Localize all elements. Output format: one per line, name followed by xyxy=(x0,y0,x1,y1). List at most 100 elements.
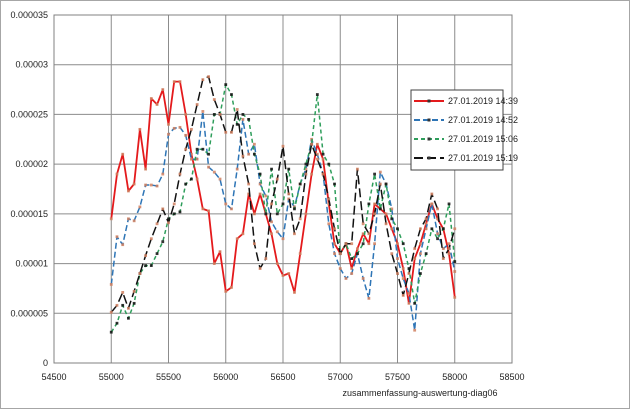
grid-lines xyxy=(53,14,513,364)
data-point xyxy=(218,250,222,254)
data-point xyxy=(247,152,251,156)
data-point xyxy=(264,194,268,198)
data-point xyxy=(167,132,170,136)
data-point xyxy=(304,167,308,171)
y-tick-label: 0.00001 xyxy=(15,259,48,269)
data-point xyxy=(275,177,279,181)
data-point xyxy=(287,192,291,196)
data-point xyxy=(132,219,136,223)
data-point xyxy=(419,272,422,275)
data-point xyxy=(356,167,359,171)
data-point xyxy=(167,122,170,126)
data-point xyxy=(310,172,314,176)
data-point xyxy=(258,172,262,176)
data-point xyxy=(327,162,331,166)
data-point xyxy=(167,221,170,225)
data-point xyxy=(167,217,170,221)
data-point xyxy=(115,303,119,307)
data-point xyxy=(413,328,417,332)
x-tick-label: 55500 xyxy=(156,372,181,382)
data-point xyxy=(401,293,405,297)
data-point xyxy=(235,237,239,241)
data-point xyxy=(373,212,376,216)
data-point xyxy=(419,242,422,246)
x-axis-label: zusammenfassung-auswertung-diag06 xyxy=(342,388,497,398)
data-point xyxy=(378,207,382,211)
data-point xyxy=(207,209,210,213)
legend-marker xyxy=(427,137,431,141)
data-point xyxy=(155,103,159,106)
x-axis-ticks: 54500 55000 55500 56000 56500 57000 57500 58000… xyxy=(41,372,524,382)
data-point xyxy=(384,212,388,216)
data-point xyxy=(109,217,113,221)
legend-entry: 27.01.2019 15:19 xyxy=(448,153,518,163)
data-point xyxy=(161,207,165,211)
data-point xyxy=(184,147,188,151)
data-point xyxy=(144,264,147,267)
data-point xyxy=(149,264,153,267)
data-point xyxy=(373,242,376,246)
data-point xyxy=(212,98,216,101)
x-tick-label: 56000 xyxy=(213,372,238,382)
data-point xyxy=(424,217,428,221)
data-point xyxy=(172,202,176,206)
data-point xyxy=(178,172,182,176)
data-point xyxy=(401,277,405,280)
data-point xyxy=(281,202,285,206)
data-point xyxy=(315,157,319,161)
data-point xyxy=(109,330,113,334)
data-point xyxy=(390,217,394,221)
data-point xyxy=(138,127,142,131)
data-point xyxy=(436,217,439,221)
data-point xyxy=(132,182,136,186)
data-point xyxy=(149,237,153,241)
data-point xyxy=(201,207,205,211)
data-point xyxy=(252,142,256,146)
data-point xyxy=(121,303,125,307)
data-point xyxy=(155,184,159,188)
y-tick-label: 0.00003 xyxy=(15,60,48,70)
data-point xyxy=(281,237,285,241)
y-axis-ticks: 0 0.000005 0.00001 0.000015 0.00002 0.000025 0… xyxy=(10,10,48,368)
data-point xyxy=(304,172,308,176)
data-point xyxy=(441,257,445,260)
data-point xyxy=(384,222,388,226)
data-point xyxy=(241,113,245,116)
data-point xyxy=(230,207,233,211)
data-point xyxy=(413,247,417,251)
data-point xyxy=(378,170,382,174)
data-point xyxy=(247,118,251,121)
data-point xyxy=(184,133,188,137)
data-point xyxy=(401,267,405,270)
data-point xyxy=(447,202,451,206)
data-point xyxy=(441,227,445,231)
data-point xyxy=(447,247,451,251)
data-point xyxy=(293,232,296,236)
data-point xyxy=(252,242,256,246)
data-point xyxy=(178,80,182,84)
series-1 xyxy=(109,80,457,305)
data-point xyxy=(453,260,457,263)
x-tick-label: 58000 xyxy=(442,372,467,382)
x-tick-label: 54500 xyxy=(41,372,66,382)
data-point xyxy=(252,212,256,216)
y-tick-label: 0.000025 xyxy=(10,109,48,119)
data-point xyxy=(275,230,279,234)
data-point xyxy=(270,167,273,171)
data-point xyxy=(149,183,153,187)
legend-box xyxy=(410,89,504,171)
data-point xyxy=(356,247,359,251)
data-point xyxy=(247,182,251,186)
legend: 27.01.2019 14:39 27.01.2019 14:52 27.01.20… xyxy=(410,89,518,171)
data-point xyxy=(121,243,125,247)
data-point xyxy=(298,252,302,256)
x-tick-label: 57500 xyxy=(385,372,410,382)
data-point xyxy=(115,321,119,325)
data-point xyxy=(396,272,399,275)
data-point xyxy=(207,75,210,79)
data-point xyxy=(172,80,176,84)
data-point xyxy=(155,252,159,256)
data-point xyxy=(224,290,228,293)
